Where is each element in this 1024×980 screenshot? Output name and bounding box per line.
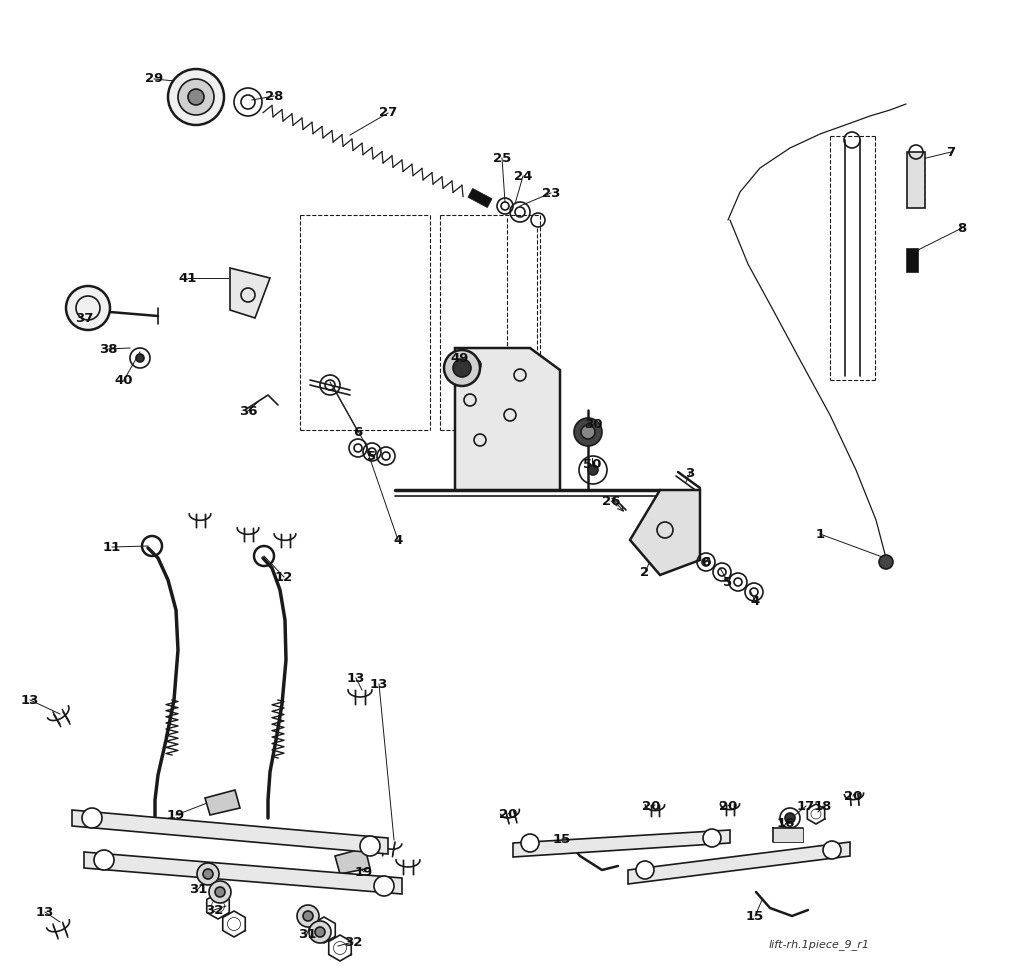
Circle shape xyxy=(94,850,114,870)
Text: 12: 12 xyxy=(274,570,293,583)
Circle shape xyxy=(209,881,231,903)
Text: 4: 4 xyxy=(393,533,402,547)
Text: 19: 19 xyxy=(355,865,373,878)
Circle shape xyxy=(521,834,539,852)
Polygon shape xyxy=(84,852,402,894)
Polygon shape xyxy=(205,790,240,815)
Circle shape xyxy=(303,911,313,921)
Text: 18: 18 xyxy=(814,800,833,812)
Text: 36: 36 xyxy=(239,405,257,417)
Circle shape xyxy=(588,465,598,475)
Polygon shape xyxy=(513,830,730,857)
Text: 24: 24 xyxy=(514,170,532,182)
Text: 6: 6 xyxy=(701,556,711,568)
Text: 31: 31 xyxy=(188,883,207,896)
Text: 5: 5 xyxy=(368,450,377,463)
Polygon shape xyxy=(628,842,850,884)
Circle shape xyxy=(444,350,480,386)
Text: 20: 20 xyxy=(499,808,517,820)
Text: 3: 3 xyxy=(685,466,694,479)
Bar xyxy=(773,828,803,842)
Circle shape xyxy=(360,836,380,856)
Circle shape xyxy=(785,813,795,823)
Text: 38: 38 xyxy=(98,342,118,356)
Circle shape xyxy=(315,927,325,937)
Text: 19: 19 xyxy=(167,808,185,821)
Circle shape xyxy=(82,808,102,828)
Text: 2: 2 xyxy=(640,565,649,578)
Polygon shape xyxy=(335,848,370,874)
Text: 13: 13 xyxy=(20,694,39,707)
Text: 37: 37 xyxy=(75,312,93,324)
Circle shape xyxy=(197,863,219,885)
Text: 20: 20 xyxy=(844,790,862,803)
Circle shape xyxy=(823,841,841,859)
Circle shape xyxy=(879,555,893,569)
Polygon shape xyxy=(455,348,560,490)
Text: 28: 28 xyxy=(265,89,284,103)
Text: 13: 13 xyxy=(347,671,366,684)
Text: 23: 23 xyxy=(542,186,560,200)
Text: 26: 26 xyxy=(602,495,621,508)
Text: 15: 15 xyxy=(745,909,764,922)
Text: 13: 13 xyxy=(370,677,388,691)
Text: 5: 5 xyxy=(723,575,732,589)
Bar xyxy=(907,152,925,208)
Circle shape xyxy=(574,418,602,446)
Circle shape xyxy=(581,425,595,439)
Text: 41: 41 xyxy=(179,271,198,284)
Text: 4: 4 xyxy=(751,595,760,608)
Text: 32: 32 xyxy=(344,936,362,949)
Text: 25: 25 xyxy=(493,152,511,165)
Text: 31: 31 xyxy=(298,927,316,941)
Circle shape xyxy=(203,869,213,879)
Circle shape xyxy=(178,79,214,115)
Circle shape xyxy=(309,921,331,943)
Circle shape xyxy=(453,359,471,377)
Text: 40: 40 xyxy=(115,373,133,386)
Text: 11: 11 xyxy=(102,541,121,554)
Text: 15: 15 xyxy=(553,832,571,846)
Circle shape xyxy=(66,286,110,330)
Circle shape xyxy=(703,829,721,847)
Circle shape xyxy=(636,861,654,879)
Text: 13: 13 xyxy=(36,906,54,918)
Text: 7: 7 xyxy=(946,145,955,159)
Text: 1: 1 xyxy=(815,527,824,541)
Text: 6: 6 xyxy=(353,425,362,438)
Circle shape xyxy=(188,89,204,105)
Text: 30: 30 xyxy=(584,417,602,430)
Polygon shape xyxy=(72,810,388,854)
Circle shape xyxy=(168,69,224,125)
Circle shape xyxy=(374,876,394,896)
Text: 8: 8 xyxy=(957,221,967,234)
Text: 17: 17 xyxy=(797,800,815,812)
Text: 16: 16 xyxy=(777,816,796,829)
Text: 20: 20 xyxy=(642,800,660,812)
Bar xyxy=(906,248,918,272)
Circle shape xyxy=(215,887,225,897)
Text: 49: 49 xyxy=(451,352,469,365)
Text: 29: 29 xyxy=(144,73,163,85)
Text: 20: 20 xyxy=(719,800,737,812)
Polygon shape xyxy=(630,490,700,575)
Text: 27: 27 xyxy=(379,107,397,120)
Text: lift-rh.1piece_9_r1: lift-rh.1piece_9_r1 xyxy=(769,940,870,951)
Polygon shape xyxy=(468,188,493,208)
Text: 50: 50 xyxy=(583,458,601,470)
Text: 32: 32 xyxy=(205,904,223,916)
Polygon shape xyxy=(230,268,270,318)
Circle shape xyxy=(136,354,144,362)
Circle shape xyxy=(297,905,319,927)
